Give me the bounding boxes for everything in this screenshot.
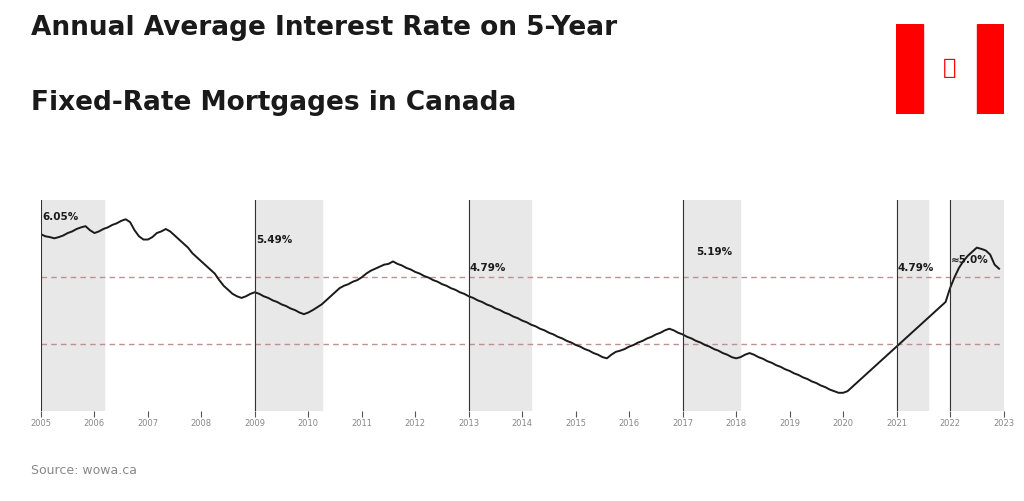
- Text: 2016: 2016: [618, 418, 640, 427]
- Text: 6.05%: 6.05%: [42, 212, 78, 222]
- Text: 5.19%: 5.19%: [696, 246, 732, 257]
- Bar: [896, 25, 923, 115]
- Text: 4.79%: 4.79%: [470, 263, 506, 273]
- Text: 2022: 2022: [940, 418, 961, 427]
- Text: 2005: 2005: [31, 418, 51, 427]
- Text: 2008: 2008: [190, 418, 212, 427]
- Text: 2007: 2007: [137, 418, 159, 427]
- Bar: [255, 200, 322, 411]
- Text: Source: wowa.ca: Source: wowa.ca: [31, 463, 137, 476]
- Bar: [41, 200, 103, 411]
- Bar: [897, 200, 928, 411]
- Text: 2010: 2010: [298, 418, 318, 427]
- Text: 2020: 2020: [833, 418, 854, 427]
- Text: 2019: 2019: [779, 418, 800, 427]
- Text: 2023: 2023: [993, 418, 1014, 427]
- Bar: [469, 200, 531, 411]
- Text: 2014: 2014: [512, 418, 532, 427]
- Text: 2021: 2021: [886, 418, 907, 427]
- Text: 2015: 2015: [565, 418, 586, 427]
- Text: 2011: 2011: [351, 418, 373, 427]
- Text: ≈5.0%: ≈5.0%: [951, 255, 989, 265]
- Text: 2017: 2017: [672, 418, 693, 427]
- Bar: [950, 200, 1004, 411]
- Text: 2013: 2013: [458, 418, 479, 427]
- Text: 2009: 2009: [245, 418, 265, 427]
- Text: 2018: 2018: [726, 418, 746, 427]
- Text: 2006: 2006: [84, 418, 105, 427]
- Text: 🍁: 🍁: [943, 58, 956, 78]
- Text: 4.79%: 4.79%: [898, 263, 934, 273]
- Bar: [683, 200, 740, 411]
- Text: Annual Average Interest Rate on 5-Year: Annual Average Interest Rate on 5-Year: [31, 15, 616, 41]
- Text: 2012: 2012: [404, 418, 426, 427]
- Text: Fixed-Rate Mortgages in Canada: Fixed-Rate Mortgages in Canada: [31, 90, 516, 116]
- Bar: [977, 25, 1004, 115]
- Text: 5.49%: 5.49%: [256, 234, 292, 244]
